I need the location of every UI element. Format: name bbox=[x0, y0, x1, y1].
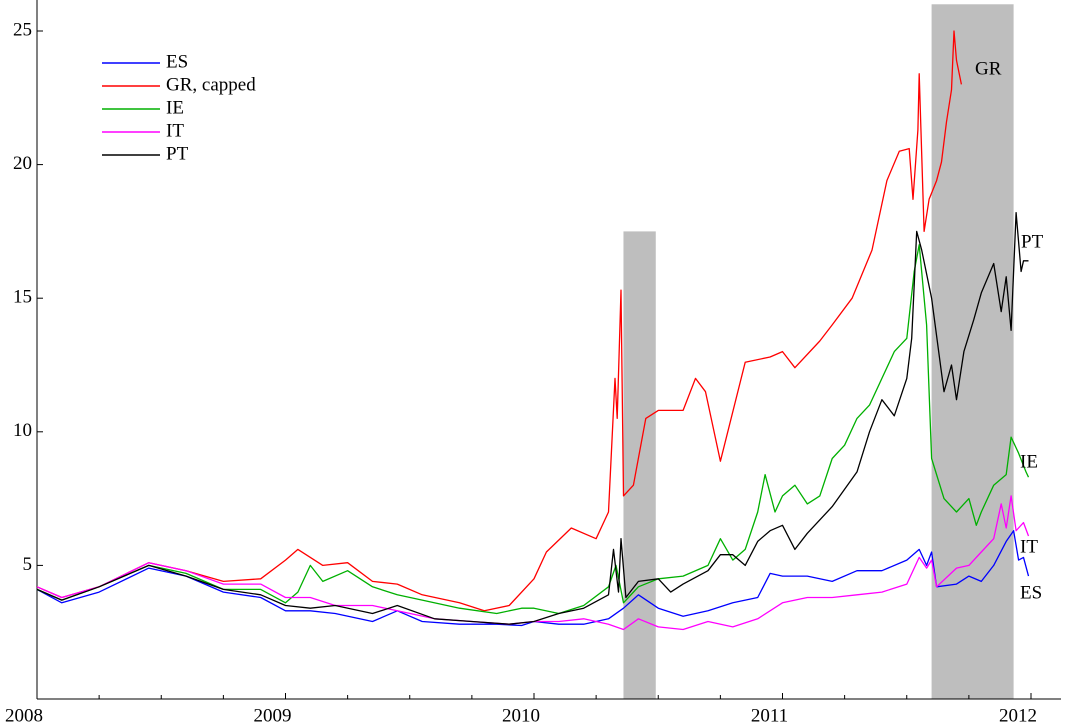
series-line bbox=[36, 30, 963, 612]
legend-label: IT bbox=[166, 120, 184, 141]
y-tick-label: 5 bbox=[23, 554, 33, 575]
end-label: IT bbox=[1020, 536, 1038, 557]
legend-label: PT bbox=[166, 143, 189, 164]
x-tick-label: 2011 bbox=[751, 705, 788, 726]
shaded-region bbox=[623, 231, 656, 699]
end-label: ES bbox=[1020, 582, 1042, 603]
end-label: PT bbox=[1021, 231, 1044, 252]
shaded-region bbox=[931, 4, 1014, 699]
series-line bbox=[36, 212, 1029, 625]
series-line bbox=[36, 530, 1030, 627]
legend-label: ES bbox=[166, 51, 188, 72]
x-tick-label: 2012 bbox=[999, 705, 1037, 726]
end-label: IE bbox=[1020, 451, 1038, 472]
x-tick-label: 2010 bbox=[502, 705, 540, 726]
y-tick-label: 15 bbox=[13, 287, 32, 308]
y-tick-label: 20 bbox=[13, 153, 32, 174]
series-line bbox=[36, 244, 1030, 615]
y-tick-label: 25 bbox=[13, 19, 32, 40]
end-label: GR bbox=[975, 58, 1002, 79]
y-tick-label: 10 bbox=[13, 420, 32, 441]
series-line bbox=[36, 495, 1030, 631]
x-tick-label: 2009 bbox=[254, 705, 292, 726]
legend-label: GR, capped bbox=[166, 74, 256, 95]
legend-label: IE bbox=[166, 97, 184, 118]
x-tick-label: 2008 bbox=[5, 705, 43, 726]
